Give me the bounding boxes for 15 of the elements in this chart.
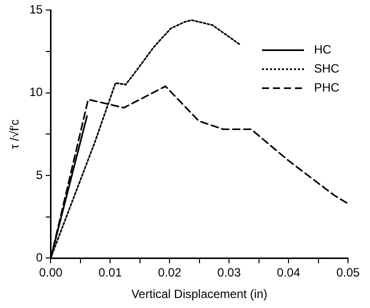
legend-label: SHC <box>314 62 340 76</box>
y-tick-label: 0 <box>36 250 44 265</box>
x-tick-label: 0.04 <box>276 266 301 280</box>
x-axis-title: Vertical Displacement (in) <box>131 287 268 302</box>
x-tick-label: 0.02 <box>158 266 182 280</box>
x-tick-label: 0.03 <box>217 266 242 280</box>
y-tick-label: 10 <box>29 85 44 100</box>
y-tick-label: 5 <box>36 168 44 182</box>
legend-label: HC <box>314 42 332 57</box>
x-tick-label: 0.00 <box>39 266 63 280</box>
y-axis-title: τ /√f'c <box>8 119 22 150</box>
x-tick-label: 0.05 <box>336 266 360 280</box>
y-tick-label: 15 <box>29 2 44 17</box>
legend-label: PHC <box>314 80 340 95</box>
x-tick-label: 0.01 <box>98 266 122 280</box>
